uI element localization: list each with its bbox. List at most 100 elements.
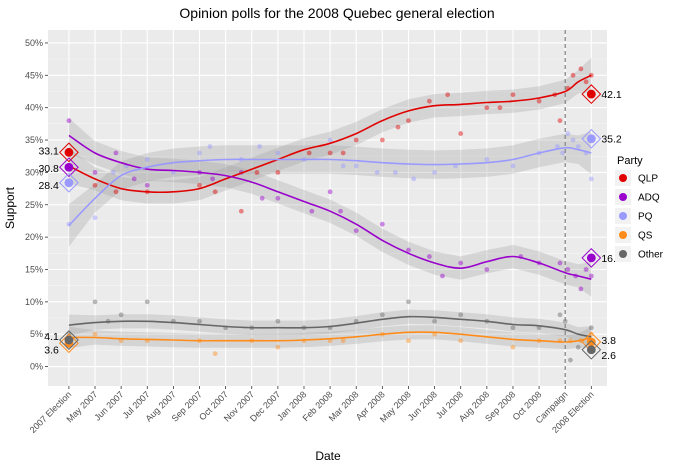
other-start-marker-frame — [58, 330, 79, 350]
pq-poll-point — [484, 157, 490, 162]
qlp-end-marker — [586, 89, 596, 99]
adq-poll-point — [210, 176, 215, 182]
pq-poll-point — [393, 170, 398, 175]
x-tick-label: 2007 Election — [28, 389, 74, 435]
legend-title: Party — [617, 155, 643, 167]
qs-trend-line — [68, 331, 592, 343]
qlp-poll-point — [445, 92, 451, 98]
qs-poll-point — [275, 344, 281, 350]
qlp-poll-point — [406, 118, 411, 124]
trend-lines — [68, 74, 592, 343]
adq-poll-point — [259, 195, 265, 201]
other-poll-point — [562, 318, 568, 324]
x-axis-title: Date — [315, 449, 341, 463]
other-poll-point — [92, 299, 98, 305]
pq-poll-point — [411, 176, 417, 182]
qlp-poll-point — [306, 150, 312, 156]
qlp-poll-point — [497, 105, 503, 111]
adq-poll-point — [426, 254, 432, 259]
adq-start-marker-frame — [58, 157, 79, 178]
y-tick-label: 50% — [25, 38, 43, 48]
qlp-start-marker — [64, 147, 74, 157]
chart-title: Opinion polls for the 2008 Quebec genera… — [179, 5, 494, 21]
pq-start-marker — [64, 178, 74, 188]
y-axis-ticks: 0% 5% 10% 15% 20% 25% 30% 35% 40% 45% 50% — [25, 38, 48, 372]
adq-poll-point — [583, 267, 589, 272]
other-poll-point — [575, 344, 581, 350]
qlp-poll-point — [458, 131, 464, 136]
qlp-poll-point — [510, 92, 516, 98]
other-start-marker — [64, 335, 74, 345]
qs-end-marker — [586, 337, 596, 347]
legend-key-qs — [619, 231, 627, 239]
adq-poll-point — [66, 118, 72, 124]
adq-confidence-band — [68, 118, 592, 297]
pq-end-label: 35.2 — [601, 134, 622, 146]
legend-label: QLP — [638, 174, 658, 185]
adq-poll-point — [588, 273, 594, 279]
legend-key-other — [619, 250, 627, 258]
pq-poll-point — [327, 137, 333, 143]
other-poll-point — [432, 318, 437, 324]
legend-label: PQ — [638, 212, 653, 223]
adq-poll-point — [131, 176, 137, 182]
adq-poll-point — [113, 150, 119, 156]
y-tick-label: 20% — [25, 232, 43, 242]
pq-poll-point — [432, 170, 437, 175]
qs-poll-point — [458, 338, 464, 344]
qs-confidence-band — [68, 325, 592, 350]
qlp-poll-point — [113, 189, 119, 195]
other-poll-point — [458, 312, 464, 318]
pq-poll-point — [570, 137, 576, 143]
y-tick-label: 5% — [30, 329, 43, 339]
legend-label: QS — [638, 231, 653, 242]
pq-poll-point — [340, 163, 346, 169]
qs-poll-point — [406, 338, 411, 344]
gridlines — [48, 30, 607, 386]
qlp-poll-point — [570, 72, 576, 78]
pq-poll-point — [257, 144, 262, 149]
y-tick-label: 40% — [25, 103, 43, 113]
other-poll-point — [568, 357, 573, 363]
other-poll-point — [118, 312, 124, 318]
qlp-poll-point — [583, 79, 589, 85]
other-poll-point — [275, 318, 281, 324]
adq-poll-point — [557, 260, 563, 266]
qlp-confidence-band — [68, 57, 592, 204]
legend-key-adq — [619, 193, 627, 201]
other-poll-point — [557, 312, 563, 318]
qlp-start-label: 33.1 — [38, 145, 59, 157]
adq-poll-point — [458, 260, 464, 266]
y-tick-label: 35% — [25, 135, 43, 145]
adq-poll-point — [484, 267, 490, 272]
adq-poll-point — [353, 228, 359, 234]
adq-poll-point — [338, 208, 343, 214]
qlp-poll-point — [379, 137, 385, 143]
qlp-poll-point — [353, 137, 359, 143]
qlp-poll-point — [340, 150, 346, 156]
qs-poll-point — [212, 351, 218, 357]
pq-poll-point — [560, 150, 565, 156]
y-tick-label: 15% — [25, 264, 43, 274]
adq-start-marker — [64, 162, 74, 172]
pq-poll-point — [197, 150, 202, 156]
pq-poll-point — [554, 144, 560, 149]
qlp-poll-point — [578, 66, 584, 72]
y-tick-label: 10% — [25, 297, 43, 307]
pq-poll-point — [275, 150, 281, 156]
adq-end-marker — [586, 253, 596, 263]
pq-end-marker — [586, 134, 596, 144]
pq-poll-point — [144, 157, 150, 162]
adq-poll-point — [578, 286, 584, 292]
pq-poll-point — [510, 163, 516, 169]
y-tick-label: 30% — [25, 167, 43, 177]
adq-start-label: 30.8 — [38, 163, 59, 175]
qlp-poll-point — [197, 182, 202, 188]
qlp-poll-point — [484, 105, 490, 111]
other-end-label: 2.6 — [601, 350, 616, 362]
pq-poll-point — [207, 144, 213, 149]
qlp-end-label: 42.1 — [601, 89, 622, 101]
pq-poll-point — [374, 170, 380, 175]
y-tick-label: 25% — [25, 200, 43, 210]
